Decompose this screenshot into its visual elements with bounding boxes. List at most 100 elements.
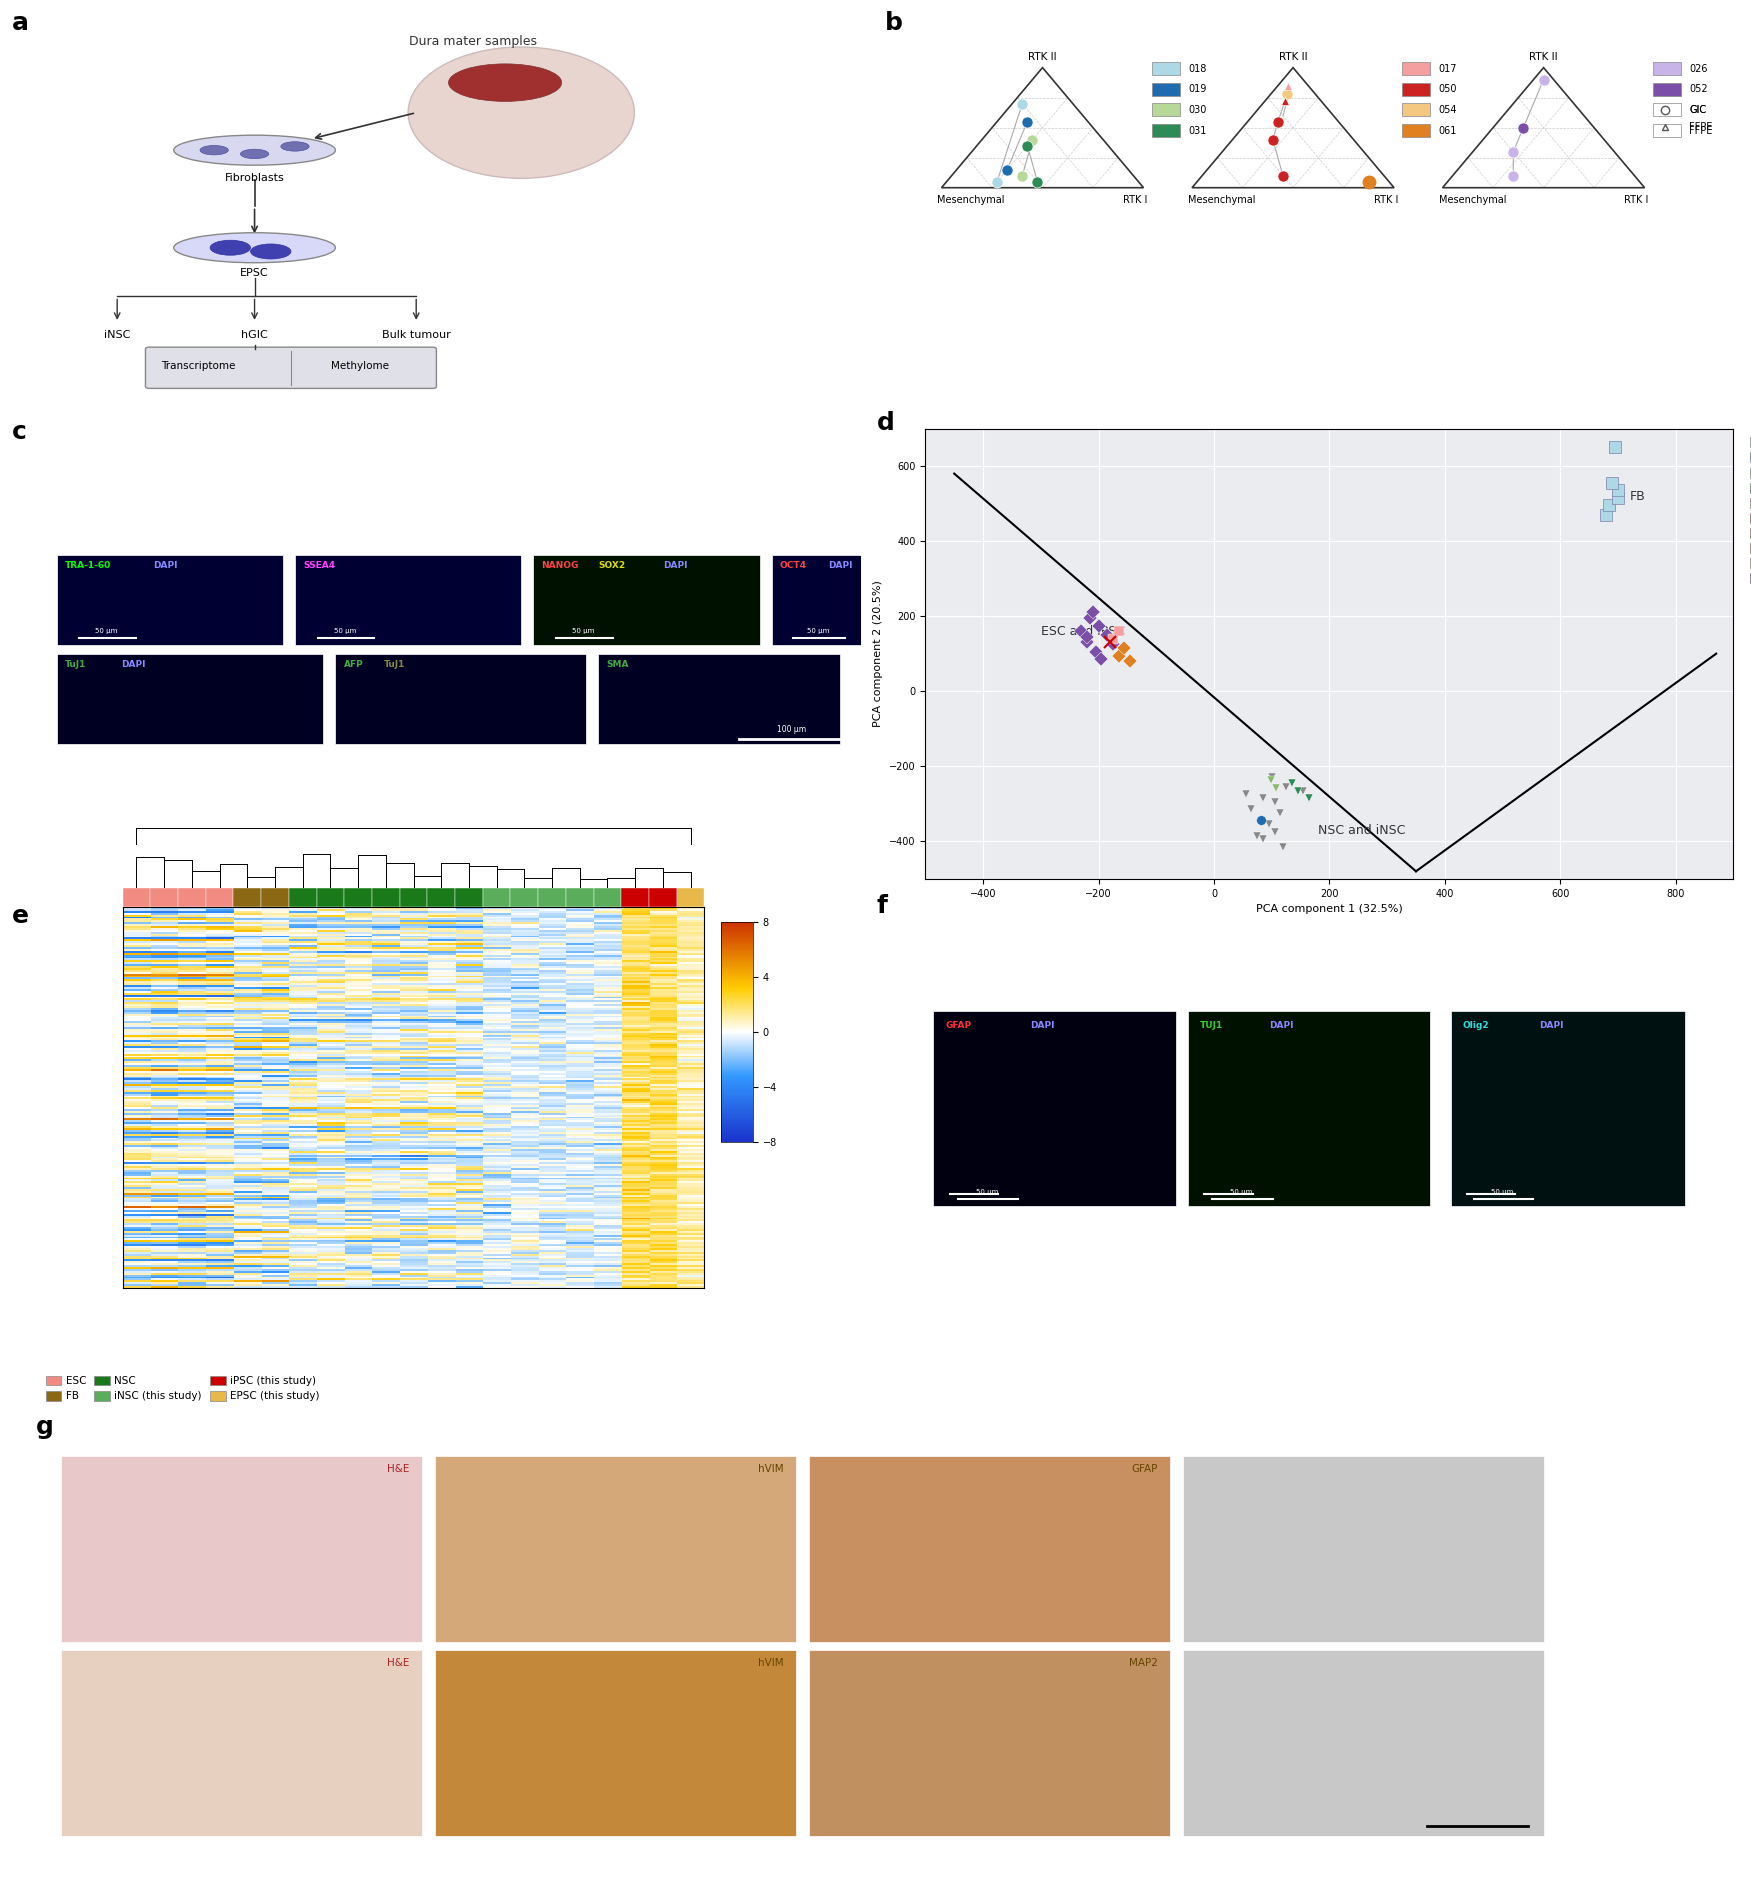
Text: 019: 019 — [1187, 85, 1206, 94]
Bar — [1152, 124, 1180, 138]
Text: 50 μm: 50 μm — [573, 628, 594, 634]
Bar — [809, 1456, 1170, 1643]
Bar — [566, 888, 594, 907]
Bar — [289, 888, 317, 907]
Bar — [56, 654, 324, 743]
Text: DAPI: DAPI — [662, 562, 686, 570]
Text: MAP2: MAP2 — [1129, 1658, 1157, 1669]
Text: Fibroblasts: Fibroblasts — [224, 174, 284, 183]
Text: 030: 030 — [1187, 106, 1206, 115]
Bar — [534, 554, 760, 645]
Text: SSEA4: SSEA4 — [303, 562, 334, 570]
Text: 018: 018 — [1187, 64, 1206, 74]
Text: hGIC: hGIC — [242, 330, 268, 339]
Text: DAPI: DAPI — [828, 562, 853, 570]
Text: e: e — [12, 903, 30, 928]
Text: TuJ1: TuJ1 — [383, 660, 404, 670]
Bar — [399, 888, 427, 907]
Text: FFPE: FFPE — [1690, 126, 1712, 136]
Bar — [434, 1456, 797, 1643]
Text: hVIM: hVIM — [758, 1464, 784, 1475]
Text: a: a — [12, 11, 30, 36]
Legend: ESC, FB, NSC, iNSC (this study), iPSC (this study), EPSC (this study): ESC, FB, NSC, iNSC (this study), iPSC (t… — [42, 1371, 324, 1405]
Text: iNSC: iNSC — [103, 330, 130, 339]
Text: 100 μm: 100 μm — [777, 726, 807, 734]
Text: NSC and iNSC: NSC and iNSC — [1319, 824, 1406, 837]
Text: RTK II: RTK II — [1529, 53, 1558, 62]
Text: FB: FB — [1630, 490, 1646, 504]
Text: Transcriptome: Transcriptome — [161, 360, 235, 372]
Bar — [1152, 83, 1180, 96]
Ellipse shape — [200, 145, 228, 155]
Text: 50 μm: 50 μm — [95, 628, 117, 634]
Text: Mesenchymal: Mesenchymal — [1439, 194, 1506, 206]
Bar — [1184, 1650, 1544, 1835]
Text: TRA-1-60: TRA-1-60 — [65, 562, 110, 570]
Bar — [538, 888, 566, 907]
Bar — [1403, 62, 1431, 75]
Text: RTK II: RTK II — [1028, 53, 1058, 62]
Bar — [650, 888, 676, 907]
Text: RTK I: RTK I — [1375, 194, 1397, 206]
Bar — [61, 1650, 422, 1835]
Text: 061: 061 — [1439, 126, 1457, 136]
Bar — [599, 654, 840, 743]
Text: 050: 050 — [1439, 85, 1457, 94]
Ellipse shape — [240, 149, 268, 158]
Y-axis label: PCA component 2 (20.5%): PCA component 2 (20.5%) — [874, 581, 884, 728]
Text: GIC: GIC — [1690, 104, 1705, 115]
Bar — [511, 888, 538, 907]
Bar — [809, 1650, 1170, 1835]
Text: RTK II: RTK II — [1278, 53, 1308, 62]
Bar — [371, 888, 399, 907]
Text: ESC and iPSC: ESC and iPSC — [1040, 624, 1124, 637]
Bar — [56, 554, 284, 645]
Legend: iNSC, FB, iPSC/EPSC, NSC, ESC, PSC, NPC: iNSC, FB, iPSC/EPSC, NSC, ESC, PSC, NPC — [1746, 694, 1751, 802]
Text: GIC: GIC — [1690, 106, 1705, 115]
Text: 026: 026 — [1690, 64, 1707, 74]
Text: DAPI: DAPI — [154, 562, 179, 570]
X-axis label: PCA component 1 (32.5%): PCA component 1 (32.5%) — [1255, 903, 1403, 915]
Text: OCT4: OCT4 — [779, 562, 807, 570]
Text: Olig2: Olig2 — [1462, 1020, 1490, 1030]
Text: H&E: H&E — [387, 1464, 410, 1475]
Ellipse shape — [448, 64, 562, 102]
Text: Methylome: Methylome — [331, 360, 389, 372]
Bar — [179, 888, 205, 907]
Text: Dura mater samples: Dura mater samples — [408, 34, 538, 47]
Text: c: c — [12, 419, 26, 443]
Bar — [1187, 1011, 1431, 1205]
Bar — [151, 888, 179, 907]
Text: 052: 052 — [1690, 85, 1707, 94]
Text: RTK I: RTK I — [1122, 194, 1147, 206]
Bar — [483, 888, 511, 907]
Bar — [205, 888, 233, 907]
Bar — [1653, 124, 1681, 138]
Text: 50 μm: 50 μm — [1492, 1188, 1513, 1194]
FancyBboxPatch shape — [145, 347, 436, 389]
Ellipse shape — [280, 141, 310, 151]
Text: 50 μm: 50 μm — [975, 1188, 998, 1194]
Text: EPSC: EPSC — [240, 268, 270, 279]
Bar — [1403, 124, 1431, 138]
Text: TuJ1: TuJ1 — [65, 660, 86, 670]
Bar — [1403, 83, 1431, 96]
Bar — [1152, 104, 1180, 117]
Ellipse shape — [173, 232, 336, 262]
Bar — [434, 1650, 797, 1835]
Text: f: f — [877, 894, 888, 918]
Text: 017: 017 — [1439, 64, 1457, 74]
Bar — [1653, 62, 1681, 75]
Text: b: b — [884, 11, 904, 36]
Text: 50 μm: 50 μm — [1231, 1188, 1252, 1194]
Bar — [1450, 1011, 1684, 1205]
Bar — [61, 1456, 422, 1643]
Bar — [233, 888, 261, 907]
Bar — [317, 888, 345, 907]
Text: SOX2: SOX2 — [599, 562, 625, 570]
Text: DAPI: DAPI — [1269, 1020, 1294, 1030]
Bar — [1653, 83, 1681, 96]
Text: 50 μm: 50 μm — [334, 628, 355, 634]
Text: GFAP: GFAP — [1131, 1464, 1157, 1475]
Text: 054: 054 — [1439, 106, 1457, 115]
